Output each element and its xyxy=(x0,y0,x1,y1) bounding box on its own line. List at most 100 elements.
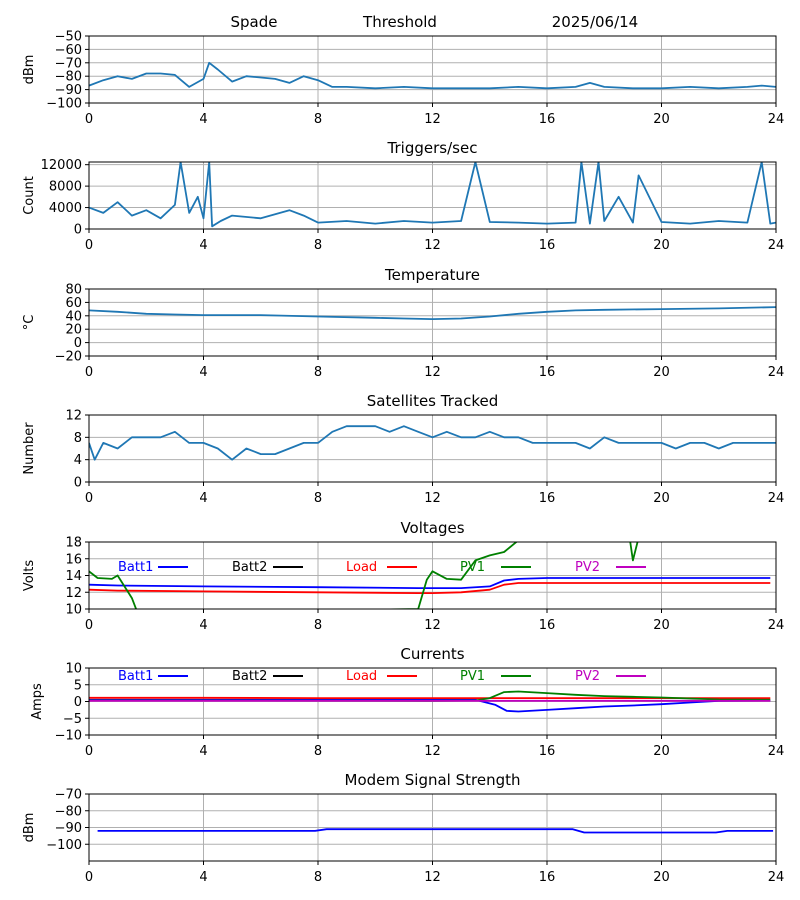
y-axis-label: dBm xyxy=(22,813,37,843)
chart-panel-6: 0 4 8 12 16 20 24 −10 −5 0 510 Currents Amps Batt1 Bat… xyxy=(30,645,784,759)
series-group xyxy=(89,690,771,713)
y-tick-label: −70 xyxy=(55,56,82,71)
y-tick-label: 4000 xyxy=(49,201,82,216)
x-tick-label: 16 xyxy=(539,112,556,127)
trigger-mode: Threshold xyxy=(362,13,437,31)
series-line-pv1 xyxy=(89,542,639,609)
y-axis-label: Number xyxy=(22,422,37,475)
x-tick-label: 24 xyxy=(768,870,785,885)
series-group xyxy=(89,162,776,228)
series-group xyxy=(97,828,774,834)
x-tick-label: 16 xyxy=(539,618,556,633)
x-tick-label: 20 xyxy=(653,112,670,127)
x-tick-label: 8 xyxy=(314,238,322,253)
y-tick-label: −90 xyxy=(55,821,82,836)
y-tick-label: 0 xyxy=(74,695,82,710)
y-axis-label: Count xyxy=(22,176,37,215)
series-line-load xyxy=(89,582,771,594)
series-line-trace xyxy=(89,162,776,228)
series-group xyxy=(89,542,771,609)
x-tick-label: 24 xyxy=(768,744,785,759)
x-tick-label: 12 xyxy=(424,238,441,253)
series-line-trace xyxy=(89,306,776,321)
y-tick-label: 12 xyxy=(65,409,82,424)
x-tick-label: 20 xyxy=(653,618,670,633)
y-tick-label: 14 xyxy=(65,569,82,584)
chart-title: Temperature xyxy=(384,266,480,284)
chart-title: Currents xyxy=(400,645,464,663)
x-tick-label: 12 xyxy=(424,112,441,127)
y-tick-label: 0 xyxy=(74,223,82,238)
x-tick-label: 16 xyxy=(539,870,556,885)
y-tick-label: −20 xyxy=(55,350,82,365)
x-tick-label: 24 xyxy=(768,491,785,506)
y-tick-label: 0 xyxy=(74,336,82,351)
y-tick-label: 40 xyxy=(65,309,82,324)
x-tick-label: 12 xyxy=(424,870,441,885)
x-tick-label: 4 xyxy=(199,365,207,380)
legend-label-batt1: Batt1 xyxy=(118,560,153,575)
x-tick-label: 20 xyxy=(653,365,670,380)
y-axis-label: Amps xyxy=(30,683,45,720)
y-tick-label: 12 xyxy=(65,586,82,601)
y-axis-label: Volts xyxy=(22,560,37,592)
x-tick-label: 4 xyxy=(199,491,207,506)
x-tick-label: 16 xyxy=(539,744,556,759)
y-tick-label: 8 xyxy=(74,431,82,446)
chart-title: Voltages xyxy=(400,519,464,537)
y-tick-label: −70 xyxy=(55,788,82,803)
x-tick-label: 8 xyxy=(314,365,322,380)
series-line-trace xyxy=(89,425,776,461)
x-tick-label: 24 xyxy=(768,618,785,633)
legend-label-load: Load xyxy=(346,560,377,575)
x-tick-label: 24 xyxy=(768,238,785,253)
legend-label-pv2: PV2 xyxy=(575,669,600,684)
x-tick-label: 8 xyxy=(314,491,322,506)
y-axis-label: °C xyxy=(22,315,37,331)
x-tick-label: 4 xyxy=(199,744,207,759)
x-tick-label: 0 xyxy=(85,491,93,506)
x-tick-label: 8 xyxy=(314,744,322,759)
x-tick-label: 16 xyxy=(539,365,556,380)
legend-label-load: Load xyxy=(346,669,377,684)
series-group xyxy=(89,425,776,461)
legend-label-pv1: PV1 xyxy=(460,560,485,575)
y-tick-label: −5 xyxy=(63,712,82,727)
chart-panel-1: 0 4 8 12 16 20 24 −100−90−80−70−60−50 dBm xyxy=(22,30,784,128)
x-tick-label: 4 xyxy=(199,870,207,885)
x-tick-label: 4 xyxy=(199,238,207,253)
series-line-trace xyxy=(89,61,776,90)
chart-title: Modem Signal Strength xyxy=(345,771,521,789)
series-group xyxy=(89,306,776,321)
y-tick-label: 4 xyxy=(74,453,82,468)
chart-panel-2: 0 4 8 12 16 20 24 0 4000 8000 12000 Triggers/sec Cou… xyxy=(22,139,784,253)
chart-title: Triggers/sec xyxy=(387,139,478,157)
x-tick-label: 16 xyxy=(539,238,556,253)
y-tick-label: 10 xyxy=(65,662,82,677)
x-tick-label: 8 xyxy=(314,618,322,633)
legend-label-pv2: PV2 xyxy=(575,560,600,575)
chart-panel-7: 0 4 8 12 16 20 24 −100 −90 −80−70 Modem Signal Str… xyxy=(22,771,784,885)
x-tick-label: 16 xyxy=(539,491,556,506)
x-tick-label: 12 xyxy=(424,491,441,506)
series-group xyxy=(89,61,776,90)
y-tick-label: 16 xyxy=(65,552,82,567)
y-tick-label: −10 xyxy=(55,729,82,744)
x-tick-label: 24 xyxy=(768,112,785,127)
y-tick-label: 5 xyxy=(74,678,82,693)
legend-label-batt1: Batt1 xyxy=(118,669,153,684)
date-label: 2025/06/14 xyxy=(552,13,638,31)
y-tick-label: 18 xyxy=(65,536,82,551)
x-tick-label: 0 xyxy=(85,112,93,127)
y-tick-label: −60 xyxy=(55,43,82,58)
x-tick-label: 8 xyxy=(314,870,322,885)
x-tick-label: 0 xyxy=(85,744,93,759)
legend-label-batt2: Batt2 xyxy=(232,669,267,684)
chart-title: Satellites Tracked xyxy=(367,392,498,410)
x-tick-label: 24 xyxy=(768,365,785,380)
y-tick-label: −50 xyxy=(55,30,82,45)
series-line-batt1 xyxy=(89,577,771,589)
